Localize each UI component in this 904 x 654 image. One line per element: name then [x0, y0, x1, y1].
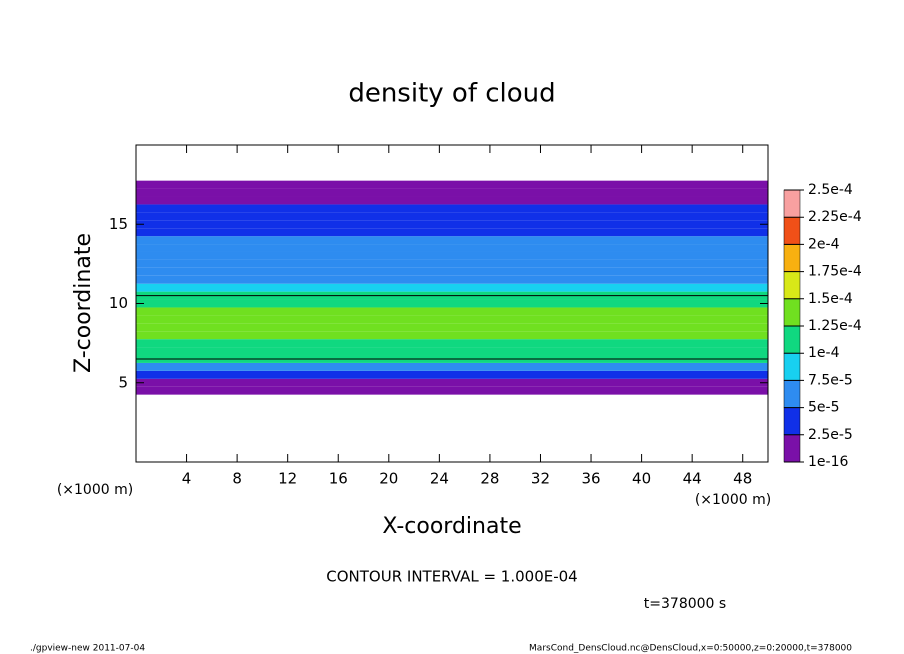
density-band: [136, 299, 768, 308]
colorbar-tick-label: 5e-5: [808, 400, 839, 416]
y-tick-label: 5: [118, 373, 128, 391]
x-tick-label: 16: [329, 470, 348, 488]
x-tick-label: 32: [531, 470, 550, 488]
density-band: [136, 347, 768, 356]
colorbar-swatch: [783, 352, 801, 381]
x-tick-label: 12: [278, 470, 297, 488]
density-band: [136, 315, 768, 324]
x-unit: (×1000 m): [695, 492, 771, 508]
x-tick-label: 36: [581, 470, 600, 488]
density-band: [136, 370, 768, 379]
density-band: [136, 212, 768, 221]
x-tick-label: 20: [379, 470, 398, 488]
colorbar-tick-label: 1.25e-4: [808, 318, 862, 334]
colorbar-swatch: [783, 216, 801, 245]
density-band: [136, 220, 768, 229]
x-tick-label: 44: [683, 470, 702, 488]
colorbar-tick-label: 2e-4: [808, 236, 840, 252]
colorbar-tick-label: 1e-16: [808, 454, 848, 470]
density-band: [136, 386, 768, 395]
colorbar-swatch: [783, 244, 801, 272]
footer: ./gpview-new 2011-07-04: [30, 644, 145, 654]
colorbar-swatch: [783, 407, 801, 436]
colorbar-tick-label: 1.75e-4: [808, 264, 862, 280]
x-tick-label: 4: [182, 470, 192, 488]
x-tick-label: 24: [430, 470, 449, 488]
density-band: [136, 251, 768, 260]
colorbar-swatch: [783, 189, 801, 218]
x-tick-label: 48: [733, 470, 752, 488]
density-band: [136, 244, 768, 252]
density-band: [136, 307, 768, 316]
density-band: [136, 267, 768, 276]
x-tick-label: 8: [232, 470, 242, 488]
density-band: [136, 283, 768, 292]
density-band: [136, 196, 768, 205]
density-band: [136, 204, 768, 213]
density-band: [136, 323, 768, 332]
colorbar-tick-label: 1.5e-4: [808, 291, 853, 307]
colorbar-swatch: [783, 380, 801, 408]
x-axis-label: X-coordinate: [382, 514, 521, 539]
colorbar-swatch: [783, 325, 801, 354]
x-tick-label: 40: [632, 470, 651, 488]
y-tick-label: 15: [109, 215, 128, 233]
density-band: [136, 331, 768, 340]
density-band: [136, 362, 768, 371]
density-band: [136, 228, 768, 237]
colorbar-tick-label: 2.5e-5: [808, 427, 853, 443]
y-tick-label: 10: [109, 294, 128, 312]
colorbar-tick-label: 1e-4: [808, 345, 840, 361]
density-band: [136, 259, 768, 268]
chart-title: density of cloud: [348, 79, 555, 109]
colorbar-tick-label: 7.5e-5: [808, 372, 853, 388]
colorbar-swatch: [783, 434, 801, 463]
y-axis-label: Z-coordinate: [71, 233, 96, 373]
density-band: [136, 378, 768, 387]
time-label: t=378000 s: [644, 596, 726, 612]
density-band: [136, 188, 768, 197]
colorbar-swatch: [783, 298, 801, 327]
contour-interval: CONTOUR INTERVAL = 1.000E-04: [326, 568, 577, 586]
density-band: [136, 180, 768, 189]
colorbar-tick-label: 2.25e-4: [808, 209, 862, 225]
density-band: [136, 275, 768, 284]
x-unit: (×1000 m): [57, 482, 133, 498]
colorbar-tick-label: 2.5e-4: [808, 182, 853, 198]
footer: MarsCond_DensCloud.nc@DensCloud,x=0:5000…: [529, 644, 852, 654]
density-band: [136, 339, 768, 348]
x-tick-label: 28: [480, 470, 499, 488]
density-band: [136, 236, 768, 245]
colorbar-swatch: [783, 271, 801, 300]
